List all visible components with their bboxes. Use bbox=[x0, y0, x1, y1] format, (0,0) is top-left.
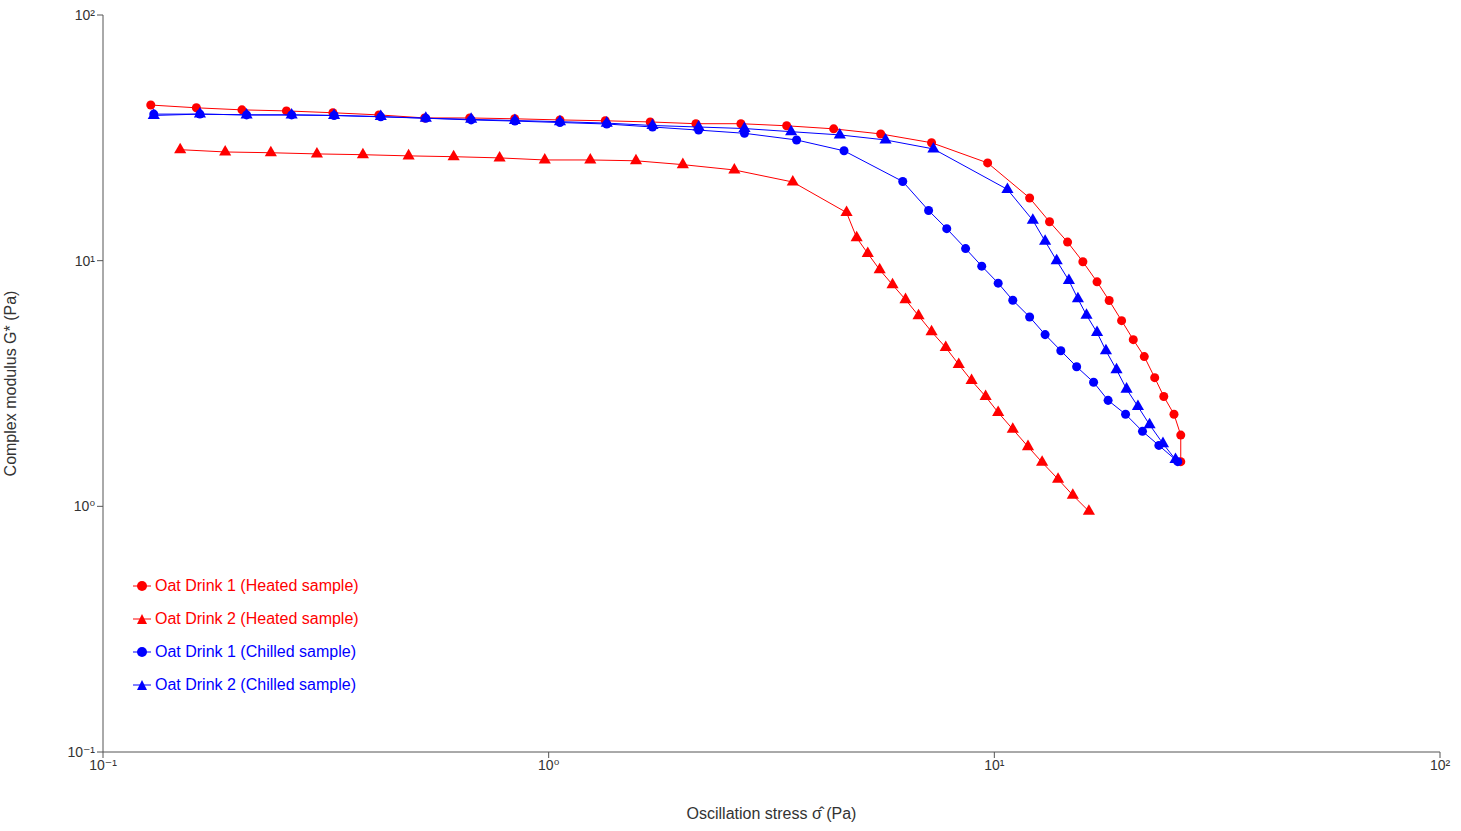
svg-text:10¹: 10¹ bbox=[984, 757, 1005, 773]
svg-text:10⁻¹: 10⁻¹ bbox=[67, 744, 95, 760]
html-text:Oat Drink 1 (Heated sample): Oat Drink 1 (Heated sample) bbox=[155, 576, 359, 594]
svg-text:10⁻¹: 10⁻¹ bbox=[89, 756, 117, 773]
svg-text:10²: 10² bbox=[1430, 757, 1451, 773]
html-text:Oat Drink 2 (Chilled sample): Oat Drink 2 (Chilled sample) bbox=[155, 675, 356, 693]
svg-text:Oscillation stress σ̂ (Pa): Oscillation stress σ̂ (Pa) bbox=[687, 805, 857, 822]
svg-text:10⁰: 10⁰ bbox=[538, 757, 560, 773]
svg-text:10¹: 10¹ bbox=[75, 253, 96, 269]
html-text:Oat Drink 1 (Chilled sample): Oat Drink 1 (Chilled sample) bbox=[155, 642, 356, 660]
svg-text:10⁰: 10⁰ bbox=[74, 498, 96, 514]
svg-text:Complex modulus G* (Pa): Complex modulus G* (Pa) bbox=[8, 291, 19, 477]
svg-text:10²: 10² bbox=[75, 7, 96, 23]
html-text:Oat Drink 2 (Heated sample): Oat Drink 2 (Heated sample) bbox=[155, 609, 359, 627]
